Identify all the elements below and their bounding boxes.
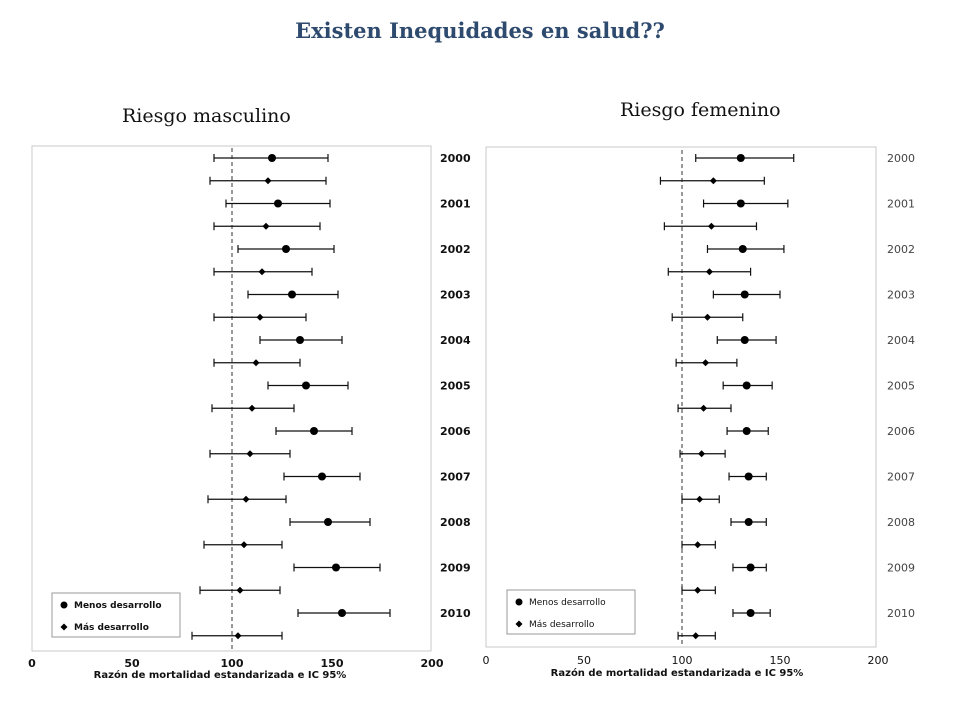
point-menos-desarrollo [302, 381, 310, 390]
year-label: 2007 [887, 471, 915, 484]
year-label: 2009 [887, 562, 915, 575]
point-menos-desarrollo [738, 245, 747, 253]
x-tick-label: 0 [28, 657, 36, 670]
point-menos-desarrollo [736, 199, 745, 208]
legend-label: Menos desarrollo [74, 601, 162, 611]
year-label: 2000 [440, 152, 471, 165]
point-menos-desarrollo [288, 290, 296, 299]
year-label: 2005 [440, 380, 471, 393]
legend-label: Menos desarrollo [529, 598, 606, 608]
point-mas-desarrollo [707, 222, 715, 230]
year-label: 2004 [887, 334, 915, 347]
point-mas-desarrollo [264, 177, 272, 185]
point-menos-desarrollo [268, 154, 276, 162]
point-menos-desarrollo [744, 472, 753, 481]
year-label: 2006 [440, 425, 471, 438]
point-menos-desarrollo [282, 245, 290, 253]
year-label: 2006 [887, 425, 915, 438]
legend-box [51, 592, 181, 638]
point-mas-desarrollo [702, 359, 710, 367]
point-mas-desarrollo [705, 268, 713, 276]
legend-box [506, 589, 636, 635]
year-label: 2008 [440, 516, 471, 529]
point-mas-desarrollo [692, 632, 700, 640]
plot-frame [31, 145, 432, 652]
point-mas-desarrollo [703, 313, 711, 321]
legend-marker-diamond [515, 620, 523, 628]
year-label: 2002 [440, 243, 471, 256]
year-label: 2010 [887, 607, 915, 620]
legend-marker-circle [60, 601, 68, 609]
point-mas-desarrollo [694, 541, 702, 549]
year-label: 2008 [887, 516, 915, 529]
x-tick-label: 100 [221, 657, 244, 670]
x-tick-label: 150 [770, 654, 791, 667]
legend-label: Más desarrollo [74, 623, 149, 633]
year-label: 2001 [887, 198, 915, 211]
point-menos-desarrollo [744, 518, 753, 526]
x-tick-label: 50 [124, 657, 140, 670]
point-menos-desarrollo [324, 518, 332, 526]
point-mas-desarrollo [698, 450, 706, 458]
plot-frame [485, 146, 877, 648]
legend-marker-circle [515, 598, 523, 606]
year-label: 2007 [440, 471, 471, 484]
point-mas-desarrollo [236, 586, 244, 594]
x-tick-label: 150 [321, 657, 344, 670]
point-mas-desarrollo [240, 541, 248, 549]
point-mas-desarrollo [694, 586, 702, 594]
year-label: 2005 [887, 380, 915, 393]
point-mas-desarrollo [262, 222, 270, 230]
point-menos-desarrollo [740, 336, 749, 344]
point-menos-desarrollo [296, 336, 304, 344]
point-mas-desarrollo [709, 177, 717, 185]
legend-marker-diamond [60, 623, 68, 631]
legend-label: Más desarrollo [529, 620, 595, 630]
x-axis-label: Razón de mortalidad estandarizada e IC 9… [94, 669, 347, 681]
point-menos-desarrollo [742, 427, 751, 435]
point-mas-desarrollo [700, 404, 708, 412]
x-tick-label: 200 [868, 654, 889, 667]
point-mas-desarrollo [696, 495, 704, 503]
year-label: 2009 [440, 562, 471, 575]
point-mas-desarrollo [248, 404, 256, 412]
point-menos-desarrollo [736, 154, 745, 162]
point-mas-desarrollo [252, 359, 260, 367]
point-menos-desarrollo [318, 472, 326, 481]
point-mas-desarrollo [242, 495, 250, 503]
x-tick-label: 200 [421, 657, 444, 670]
chart-subtitle-female: Riesgo femenino [620, 99, 781, 121]
point-menos-desarrollo [742, 381, 751, 390]
x-axis-label: Razón de mortalidad estandarizada e IC 9… [551, 667, 804, 679]
year-label: 2004 [440, 334, 471, 347]
point-mas-desarrollo [258, 268, 266, 276]
year-label: 2001 [440, 198, 471, 211]
page-title: Existen Inequidades en salud?? [295, 18, 665, 43]
point-menos-desarrollo [338, 609, 346, 617]
year-label: 2002 [887, 243, 915, 256]
point-mas-desarrollo [234, 632, 242, 640]
year-label: 2010 [440, 607, 471, 620]
year-label: 2003 [887, 289, 915, 302]
point-mas-desarrollo [246, 450, 254, 458]
point-menos-desarrollo [274, 199, 282, 208]
point-menos-desarrollo [740, 290, 749, 299]
point-mas-desarrollo [256, 313, 264, 321]
chart-subtitle-male: Riesgo masculino [122, 105, 291, 127]
x-tick-label: 100 [672, 654, 693, 667]
point-menos-desarrollo [746, 609, 755, 617]
year-label: 2000 [887, 152, 915, 165]
point-menos-desarrollo [746, 563, 755, 572]
x-tick-label: 50 [577, 654, 591, 667]
x-tick-label: 0 [483, 654, 490, 667]
point-menos-desarrollo [310, 427, 318, 435]
year-label: 2003 [440, 289, 471, 302]
point-menos-desarrollo [332, 563, 340, 572]
